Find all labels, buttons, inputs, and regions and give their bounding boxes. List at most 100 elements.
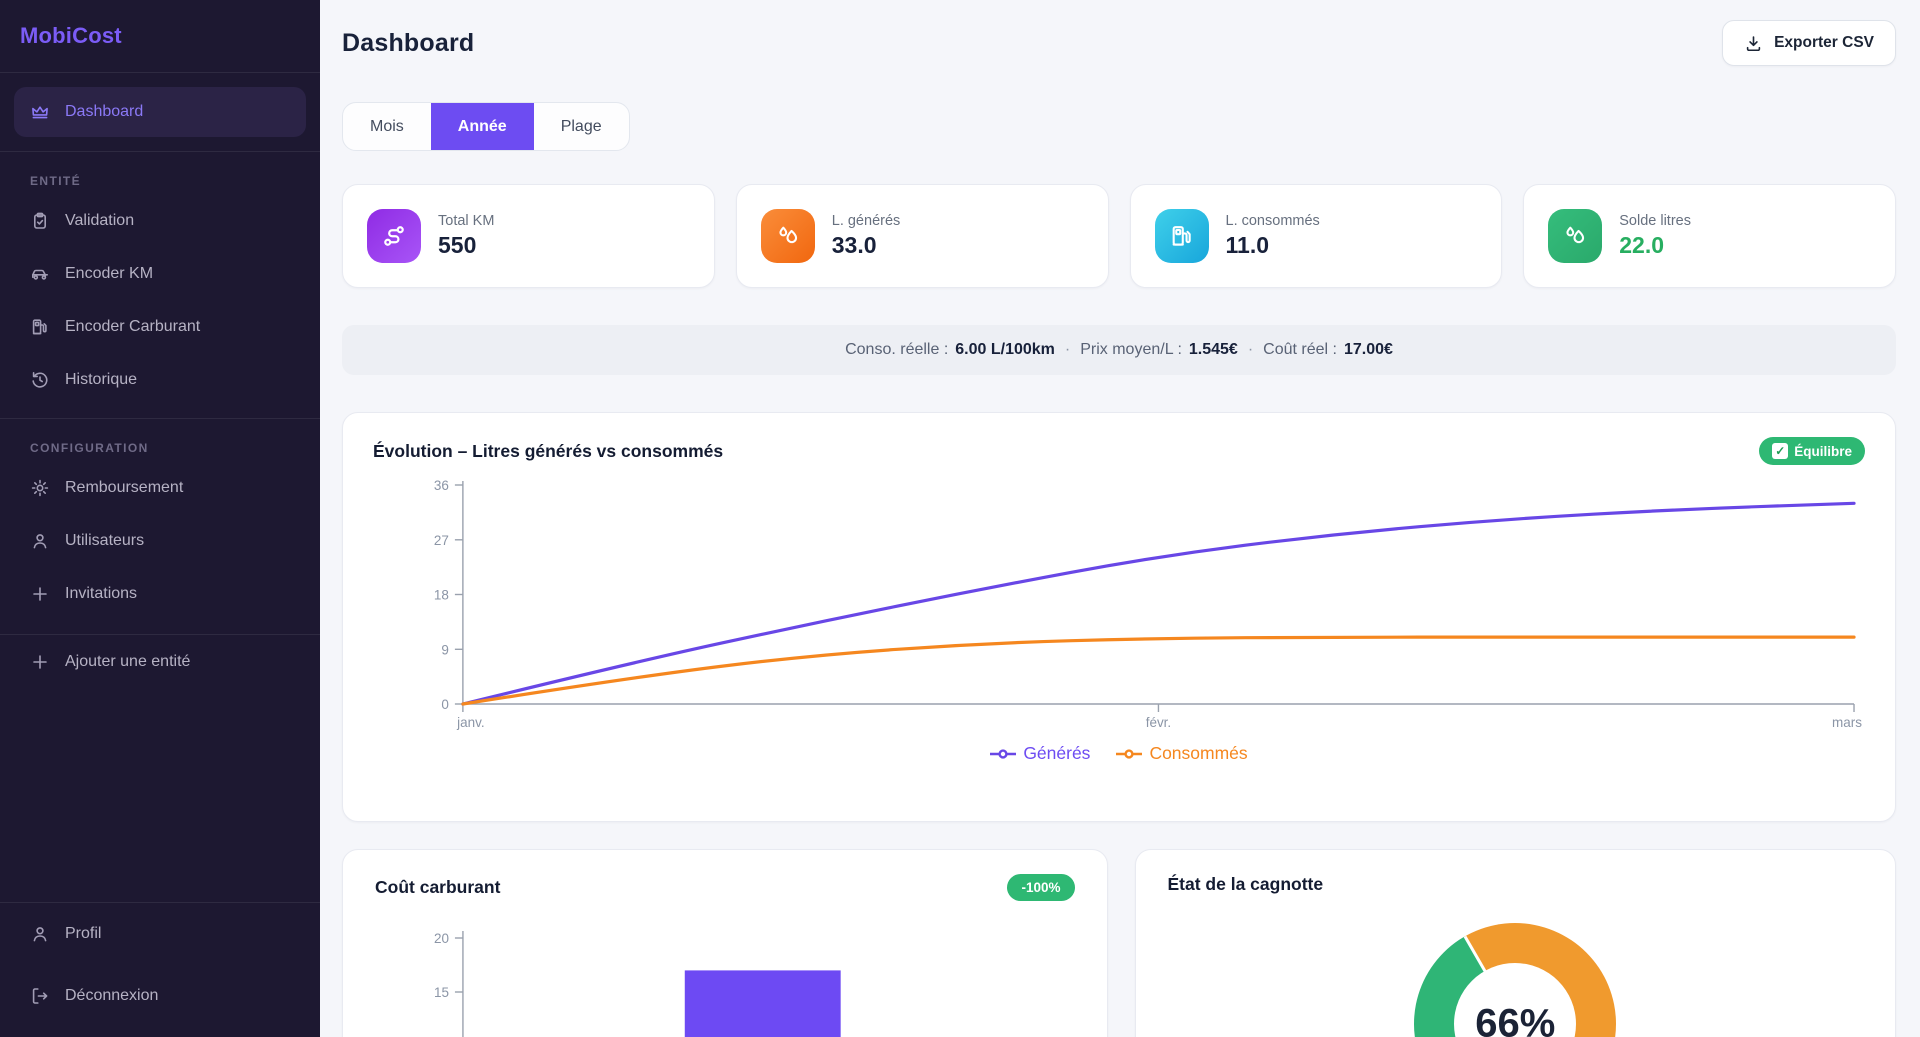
droplets-icon [760,209,815,263]
summary-label: Prix moyen/L : [1080,341,1182,358]
check-icon: ✓ [1772,443,1789,459]
sidebar-item-label: Utilisateurs [65,531,145,549]
summary-label: Conso. réelle : [845,341,949,358]
page-title: Dashboard [342,28,475,57]
sidebar-item-dashboard[interactable]: Dashboard [14,87,306,137]
chart-legend: Générés Consommés [373,743,1865,764]
stat-value: 33.0 [831,232,877,258]
divider [0,72,320,73]
sidebar-item-invitations[interactable]: Invitations [14,567,306,620]
cagnotte-header: État de la cagnotte [1168,874,1863,895]
cost-chart-header: Coût carburant -100% [375,874,1075,901]
separator: · [1247,341,1254,358]
stat-value: 550 [438,232,477,258]
sidebar-item-label: Remboursement [65,478,184,496]
sidebar-item-label: Profil [65,925,102,942]
stat-label: L. générés [831,213,901,229]
sidebar-item-deconnexion[interactable]: Déconnexion [14,965,306,1027]
logout-icon [32,988,48,1004]
sidebar-item-label: Validation [65,211,135,229]
cagnotte-card: État de la cagnotte 66% [1134,849,1896,1037]
cagnotte-percentage: 66% [1475,1001,1556,1037]
stat-texts: L. générés 33.0 [832,213,901,259]
fuel-pump-icon [1154,209,1209,263]
legend-label: Générés [1023,743,1091,763]
droplets-icon [1548,209,1603,263]
gear-icon [31,479,49,496]
sidebar-item-utilisateurs[interactable]: Utilisateurs [14,514,306,567]
stat-card-solde-litres: Solde litres 22.0 [1523,184,1896,288]
main-content: Dashboard Exporter CSV Mois Année Plage … [320,0,1920,1037]
sidebar-item-label: Déconnexion [65,987,159,1004]
x-tick-mars: mars [1832,715,1862,730]
sidebar: MobiCost Dashboard ENTITÉ Validation Enc… [0,0,320,1037]
evolution-line-chart: 36 27 18 9 0 janv. févr. mars [434,478,1862,730]
x-tick-fevr: févr. [1146,715,1171,730]
cagnotte-title: État de la cagnotte [1167,874,1324,894]
legend-item-generes[interactable]: Générés [990,743,1090,764]
stat-card-litres-generes: L. générés 33.0 [735,184,1109,288]
y-tick-9: 9 [441,642,448,657]
sidebar-section-entite: ENTITÉ [30,174,82,188]
sidebar-item-profil[interactable]: Profil [14,903,306,965]
tab-annee[interactable]: Année [430,103,534,150]
y-tick-20: 20 [434,931,449,946]
bottom-cards-row: Coût carburant -100% 20 15 10 [342,849,1896,1037]
sidebar-item-encoder-km[interactable]: Encoder KM [14,247,306,300]
stat-texts: Total KM 550 [438,213,494,259]
divider [0,418,320,419]
stat-label: Total KM [438,213,495,229]
legend-label: Consommés [1149,743,1248,763]
legend-item-consommes[interactable]: Consommés [1116,743,1248,764]
download-icon [1746,35,1761,51]
tab-mois[interactable]: Mois [343,103,431,150]
divider [0,151,320,152]
sidebar-item-label: Encoder KM [65,264,154,282]
y-tick-15: 15 [434,985,449,1000]
sidebar-item-label: Historique [65,370,138,388]
summary-label: Coût réel : [1263,341,1337,358]
sidebar-item-historique[interactable]: Historique [14,353,306,406]
sidebar-item-label: Ajouter une entité [65,652,191,670]
y-tick-36: 36 [434,478,449,493]
summary-value: 6.00 L/100km [955,341,1055,358]
sidebar-spacer [14,688,306,902]
sidebar-item-encoder-carburant[interactable]: Encoder Carburant [14,300,306,353]
topbar: Dashboard Exporter CSV [342,20,1896,66]
sidebar-item-ajouter-entite[interactable]: Ajouter une entité [14,635,306,688]
sidebar-item-label: Dashboard [65,103,144,120]
cost-chart-card: Coût carburant -100% 20 15 10 [342,849,1108,1037]
tab-plage[interactable]: Plage [534,103,629,150]
car-icon [31,269,48,280]
evolution-chart-card: Évolution – Litres générés vs consommés … [342,412,1896,822]
summary-bar: Conso. réelle : 6.00 L/100km · Prix moye… [342,325,1896,375]
divider [0,902,320,903]
stat-label: L. consommés [1225,213,1320,229]
sidebar-item-validation[interactable]: Validation [14,194,306,247]
cagnotte-donut-chart: 66% [1414,923,1617,1037]
sidebar-item-label: Invitations [65,584,138,602]
export-csv-button[interactable]: Exporter CSV [1722,20,1896,66]
export-csv-label: Exporter CSV [1774,34,1874,51]
evolution-chart-header: Évolution – Litres générés vs consommés … [373,437,1865,465]
generes-line-series [461,501,1856,706]
stat-label: Solde litres [1619,213,1691,229]
stat-texts: L. consommés 11.0 [1226,213,1320,259]
y-tick-18: 18 [434,587,449,602]
separator: · [1064,341,1071,358]
crown-icon [32,106,48,119]
equilibre-badge: ✓ Équilibre [1759,437,1865,465]
divider [0,634,320,635]
sidebar-footer: Profil Déconnexion [0,902,320,1037]
summary-value: 17.00€ [1343,341,1393,358]
cost-chart-title: Coût carburant [375,877,501,897]
y-tick-0: 0 [441,697,448,712]
cost-bars-group [684,970,841,1037]
evolution-chart-title: Évolution – Litres générés vs consommés [373,440,724,461]
y-tick-27: 27 [434,533,449,548]
period-tabs: Mois Année Plage [342,102,630,151]
sidebar-item-remboursement[interactable]: Remboursement [14,461,306,514]
clipboard-check-icon [34,212,46,229]
app-logo: MobiCost [20,23,122,48]
